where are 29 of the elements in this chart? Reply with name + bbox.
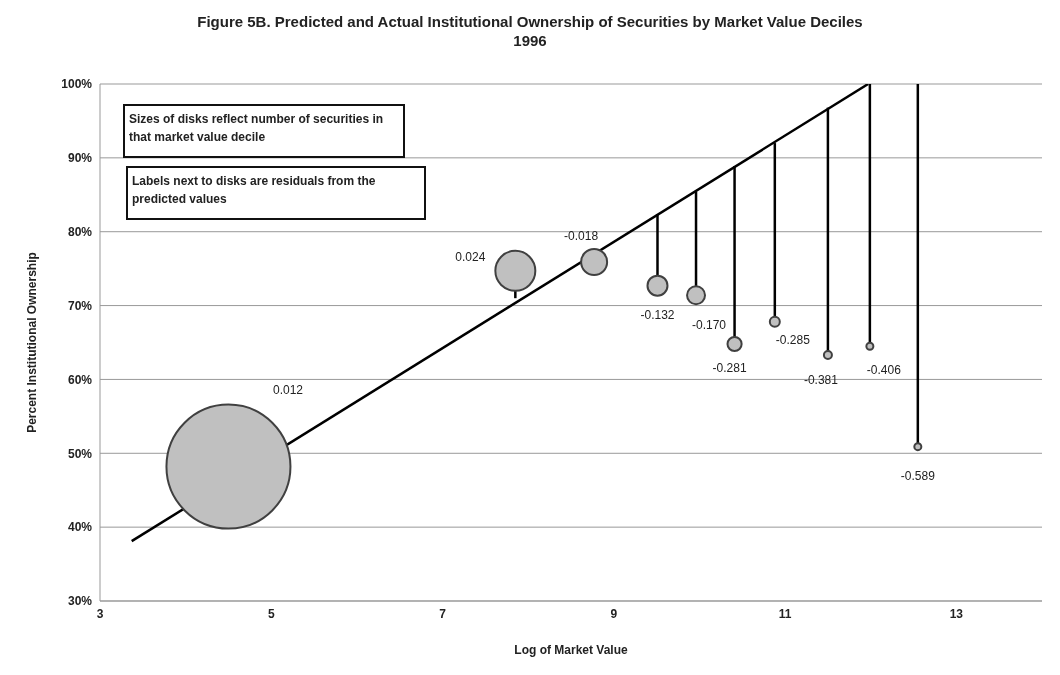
annotation: -0.132: [640, 307, 675, 322]
y-tick-label: 90%: [67, 151, 93, 166]
annotation: -0.285: [775, 332, 810, 347]
y-tick-label: 50%: [67, 446, 93, 461]
y-tick-label: 60%: [67, 372, 93, 387]
annotation: 0.012: [272, 383, 304, 397]
chart-title: Figure 5B. Predicted and Actual Institutional Ownership of Securities by Market Value Deciles 1996: [196, 12, 864, 50]
x-tick-label: 5: [267, 606, 275, 621]
annotation: -0.589: [900, 468, 935, 483]
annotation: -0.406: [866, 363, 901, 378]
x-axis-title: Log of Market Value: [514, 643, 628, 657]
annotation: -0.281: [712, 360, 747, 375]
y-tick-label: 40%: [67, 520, 93, 535]
x-tick-label: 7: [439, 606, 447, 621]
y-tick-label: 30%: [67, 594, 93, 609]
y-tick-label: 80%: [67, 224, 93, 239]
y-tick-label: 100%: [61, 77, 93, 92]
x-tick-label: 11: [778, 606, 792, 621]
annotation: -0.381: [803, 373, 838, 388]
y-axis-title: Percent Institutional Ownership: [25, 252, 40, 433]
x-tick-label: 3: [96, 606, 104, 621]
x-tick-label: 13: [949, 606, 964, 621]
annotation: 0.024: [455, 249, 486, 264]
annotation: -0.170: [692, 318, 727, 333]
x-tick-label: 9: [610, 606, 618, 621]
text-box: Labels next to disks are residuals from the predicted values: [126, 166, 426, 220]
text-box: Sizes of disks reflect number of securities in that market value decile: [123, 104, 405, 158]
annotation: -0.018: [564, 228, 599, 243]
y-tick-label: 70%: [67, 298, 93, 313]
